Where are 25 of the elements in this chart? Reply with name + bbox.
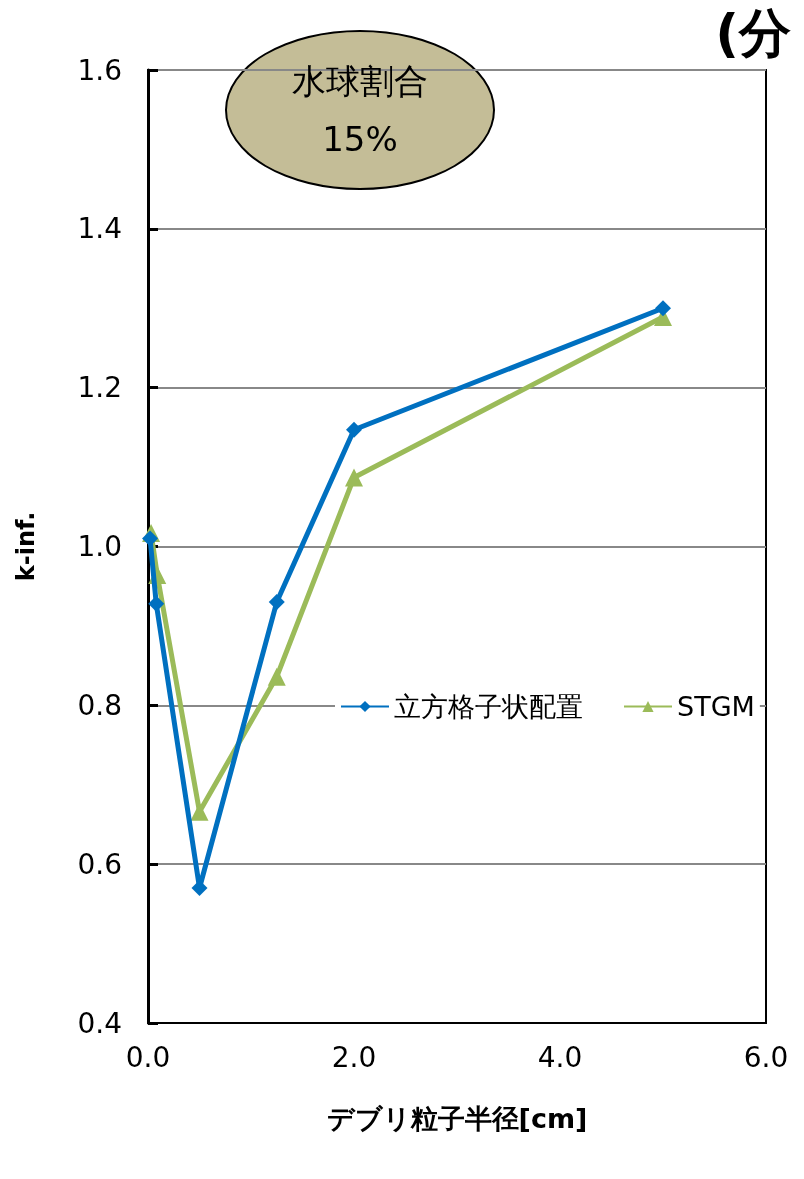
point: [142, 530, 159, 547]
legend-label: 立方格子状配置: [394, 691, 583, 722]
x-tick-label: 6.0: [743, 1040, 789, 1074]
point: [345, 468, 363, 487]
chart-title: (分: [715, 3, 791, 63]
y-tick-label: 0.6: [77, 847, 122, 881]
point: [267, 667, 286, 686]
y-tick-label: 1.6: [77, 53, 122, 87]
y-axis-title: k-inf.: [12, 511, 40, 582]
y-tick-label: 1.0: [77, 530, 122, 563]
point: [148, 595, 165, 612]
point: [346, 421, 362, 438]
y-tick-label: 0.4: [77, 1006, 122, 1040]
annotation: 水球割合 15%: [292, 61, 428, 159]
legend-label: STGM: [677, 691, 755, 722]
x-tick-label: 2.0: [331, 1040, 377, 1074]
point: [190, 802, 209, 821]
point: [655, 300, 671, 317]
x-tick-label: 0.0: [125, 1040, 171, 1074]
y-tick-label: 1.4: [77, 212, 122, 246]
y-tick-label: 0.8: [77, 688, 122, 722]
point: [268, 594, 285, 611]
x-tick-label: 4.0: [537, 1040, 583, 1074]
x-axis-title: デブリ粒子半径[cm]: [326, 1103, 588, 1134]
y-tick-label: 1.2: [77, 371, 122, 405]
